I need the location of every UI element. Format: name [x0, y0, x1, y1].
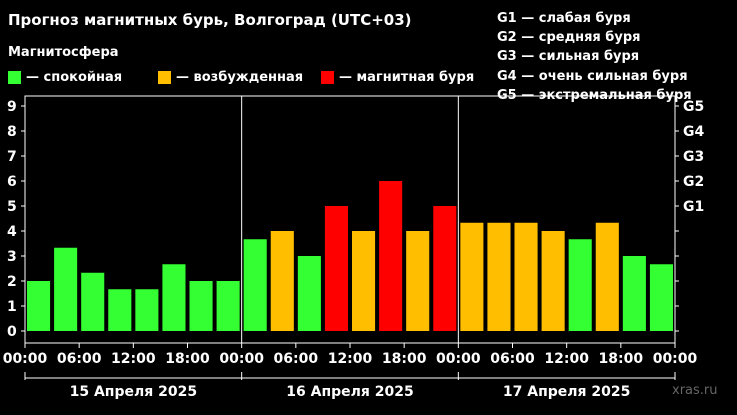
legend-swatch-quiet [8, 71, 21, 84]
x-tick-label: 00:00 [653, 351, 698, 367]
legend-label-active: — возбужденная [176, 70, 304, 85]
x-tick-label: 00:00 [436, 351, 481, 367]
g-scale-legend: G1 — слабая буря G2 — средняя буря G3 — … [497, 9, 692, 105]
g-scale-tick-label: G5 [683, 99, 704, 115]
y-tick-label: 5 [7, 199, 17, 215]
x-tick-label: 18:00 [382, 351, 427, 367]
g-scale-tick-label: G2 [683, 174, 704, 190]
y-tick-label: 7 [7, 149, 17, 165]
x-tick-label: 00:00 [219, 351, 264, 367]
bar [270, 231, 294, 331]
day-label: 15 Апреля 2025 [70, 384, 197, 400]
x-tick-label: 18:00 [165, 351, 210, 367]
legend-label-quiet: — спокойная [26, 70, 123, 85]
y-tick-label: 3 [7, 249, 17, 265]
x-tick-label: 18:00 [599, 351, 644, 367]
g-scale-item-g2: G2 — средняя буря [497, 30, 641, 46]
g-scale-item-g5: G5 — экстремальная буря [497, 87, 692, 103]
bar [649, 264, 673, 331]
bar [622, 256, 646, 331]
bar [460, 222, 484, 331]
bar [595, 222, 619, 331]
bar [81, 272, 105, 331]
bar [54, 247, 78, 331]
bar [324, 206, 348, 331]
x-tick-label: 12:00 [328, 351, 373, 367]
bar [406, 231, 430, 331]
g-scale-item-g3: G3 — сильная буря [497, 49, 640, 65]
y-tick-label: 6 [7, 174, 17, 190]
bar [568, 239, 592, 331]
page-title: Прогноз магнитных бурь, Волгоград (UTC+0… [8, 11, 412, 29]
g-scale-tick-label: G1 [683, 199, 704, 215]
y-tick-label: 4 [7, 224, 17, 240]
bar [433, 206, 457, 331]
bar [514, 222, 538, 331]
g-scale-item-g4: G4 — очень сильная буря [497, 68, 688, 84]
x-tick-label: 06:00 [490, 351, 535, 367]
bar [27, 281, 51, 331]
x-tick-label: 06:00 [274, 351, 319, 367]
y-tick-label: 1 [7, 299, 17, 315]
bar [487, 222, 511, 331]
magnetosphere-label: Магнитосфера [8, 45, 119, 60]
legend-swatch-storm [321, 71, 334, 84]
day-label: 16 Апреля 2025 [286, 384, 413, 400]
y-tick-label: 8 [7, 124, 17, 140]
bar [297, 256, 321, 331]
bar [216, 281, 240, 331]
x-tick-label: 12:00 [111, 351, 156, 367]
x-tick-label: 12:00 [544, 351, 589, 367]
bar [108, 289, 132, 331]
x-tick-label: 00:00 [3, 351, 48, 367]
bar [379, 181, 403, 331]
legend-swatch-active [158, 71, 171, 84]
day-label: 17 Апреля 2025 [503, 384, 630, 400]
bar [162, 264, 186, 331]
x-tick-label: 06:00 [57, 351, 102, 367]
y-tick-label: 0 [7, 324, 17, 340]
bar [541, 231, 565, 331]
bar [243, 239, 267, 331]
y-tick-label: 2 [7, 274, 17, 290]
bar [135, 289, 159, 331]
g-scale-tick-label: G4 [683, 124, 704, 140]
y-tick-label: 9 [7, 99, 17, 115]
legend-label-storm: — магнитная буря [339, 70, 475, 85]
bar [189, 281, 213, 331]
g-scale-tick-label: G3 [683, 149, 704, 165]
watermark: xras.ru [672, 383, 718, 398]
g-scale-item-g1: G1 — слабая буря [497, 11, 631, 26]
bar [352, 231, 376, 331]
